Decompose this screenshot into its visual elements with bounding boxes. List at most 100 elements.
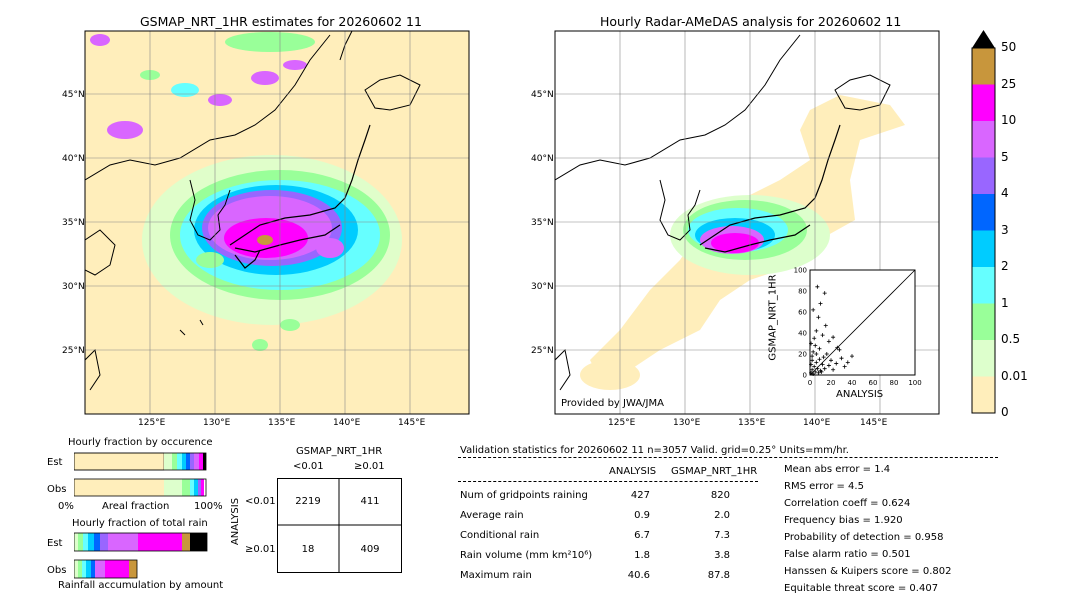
validation-header: Validation statistics for 20260602 11 n=…	[460, 445, 849, 456]
scatter-y-tick: 60	[798, 309, 807, 317]
occurrence-obs-label: Obs	[47, 484, 67, 495]
colorbar-tick-label: 10	[1001, 113, 1017, 127]
scatter-point	[822, 366, 827, 371]
scatter-point	[818, 301, 823, 306]
colorbar-cell	[972, 48, 995, 85]
scatter-point	[815, 284, 820, 289]
occurrence-bars	[74, 452, 207, 497]
validation-row-analysis: 6.7	[634, 530, 650, 541]
validation-row-gsmap: 820	[710, 490, 730, 501]
colorbar	[971, 30, 996, 414]
colorbar-cell	[972, 267, 995, 304]
validation-row-label: Num of gridpoints raining	[460, 490, 588, 501]
validation-row-analysis: 427	[630, 490, 650, 501]
scatter-point	[810, 367, 815, 372]
colorbar-cell	[972, 303, 995, 340]
scatter-point	[814, 360, 819, 365]
contingency-v12: 411	[360, 496, 380, 507]
colorbar-tick-label: 1	[1001, 295, 1009, 310]
total-rain-obs-label: Obs	[47, 565, 67, 576]
occurrence-x-start: 0%	[58, 501, 74, 512]
left-lat-30: 30°N	[62, 282, 85, 292]
left-lat-25: 25°N	[62, 346, 85, 356]
colorbar-tick-label: 0.01	[1001, 368, 1028, 383]
occurrence-est-bar	[74, 452, 207, 471]
scatter-x-tick: 40	[848, 379, 857, 387]
scatter-point	[850, 354, 854, 359]
score-frequency-bias: Frequency bias = 1.920	[784, 515, 903, 526]
score-correlation: Correlation coeff = 0.624	[784, 498, 911, 509]
scatter-point	[831, 367, 836, 372]
contingency-row-axis: ANALYSIS	[230, 497, 242, 546]
right-lon-135: 135°E	[738, 418, 766, 428]
scatter-x-tick: 60	[869, 379, 878, 387]
validation-col-gsmap: GSMAP_NRT_1HR	[671, 466, 758, 477]
right-lon-140: 140°E	[803, 418, 831, 428]
colorbar-cell	[972, 194, 995, 231]
left-lon-140: 140°E	[333, 418, 361, 428]
scatter-point	[809, 362, 814, 367]
scatter-point	[811, 349, 816, 354]
total-rain-bars	[74, 532, 208, 579]
right-lon-130: 130°E	[673, 418, 701, 428]
scatter-point	[809, 341, 814, 346]
left-lon-125: 125°E	[138, 418, 166, 428]
right-lat-45: 45°N	[531, 90, 554, 100]
scatter-point	[820, 333, 825, 338]
contingency-col-lt: <0.01	[293, 461, 324, 472]
scatter-point	[819, 369, 824, 374]
scatter-point	[837, 347, 842, 352]
total-rain-obs-bar	[74, 559, 138, 579]
scatter-point	[816, 315, 821, 320]
scatter-point	[835, 345, 840, 350]
validation-row-analysis: 1.8	[634, 550, 650, 561]
right-lon-125: 125°E	[608, 418, 636, 428]
colorbar-cell	[972, 157, 995, 194]
score-rmse: RMS error = 4.5	[784, 481, 864, 492]
left-map-title: GSMAP_NRT_1HR estimates for 20260602 11	[140, 14, 422, 29]
left-map-precip	[85, 31, 469, 414]
colorbar-extend-arrow	[972, 30, 995, 48]
validation-row-gsmap: 87.8	[707, 570, 730, 581]
validation-row-gsmap: 2.0	[714, 510, 730, 521]
occurrence-obs-bar	[74, 478, 207, 497]
scatter-point	[822, 291, 827, 296]
right-lat-25: 25°N	[531, 346, 554, 356]
occurrence-x-end: 100%	[194, 501, 223, 512]
scatter-point	[814, 352, 819, 356]
occurrence-x-mid: Areal fraction	[102, 501, 170, 512]
total-rain-title: Hourly fraction of total rain	[72, 518, 208, 529]
scatter-point	[829, 358, 833, 363]
scatter-point	[826, 363, 831, 368]
contingency-v21: 18	[301, 544, 315, 555]
scatter-y-tick: 80	[798, 288, 807, 296]
colorbar-tick-label: 50	[1001, 40, 1017, 54]
right-lat-35: 35°N	[531, 218, 554, 228]
scatter-point	[811, 371, 816, 376]
validation-row-label: Average rain	[460, 510, 524, 521]
occurrence-est-label: Est	[47, 457, 63, 468]
scatter-point	[816, 370, 821, 375]
total-rain-est-bar	[74, 532, 208, 552]
scatter-ylabel: GSMAP_NRT_1HR	[767, 274, 779, 361]
colorbar-cell	[972, 121, 995, 158]
contingency-row-ge: ≥0.01	[245, 544, 276, 555]
colorbar-tick-label: 4	[1001, 186, 1009, 200]
scatter-point	[814, 328, 819, 333]
right-map	[554, 30, 940, 415]
contingency-col-ge: ≥0.01	[354, 461, 385, 472]
scatter-point	[810, 358, 815, 363]
scatter-point	[812, 364, 817, 369]
colorbar-cell	[972, 84, 995, 121]
scatter-y-tick: 100	[794, 267, 807, 275]
scatter-x-tick: 20	[827, 379, 836, 387]
total-rain-footer: Rainfall accumulation by amount	[58, 580, 224, 591]
scatter-point	[810, 354, 815, 359]
validation-row-gsmap: 3.8	[714, 550, 730, 561]
scatter-point	[820, 362, 825, 367]
score-far: False alarm ratio = 0.501	[784, 549, 911, 560]
contingency-title: GSMAP_NRT_1HR	[296, 446, 383, 457]
scatter-x-tick: 100	[908, 379, 921, 387]
validation-row-analysis: 0.9	[634, 510, 650, 521]
validation-col-analysis: ANALYSIS	[609, 466, 657, 477]
